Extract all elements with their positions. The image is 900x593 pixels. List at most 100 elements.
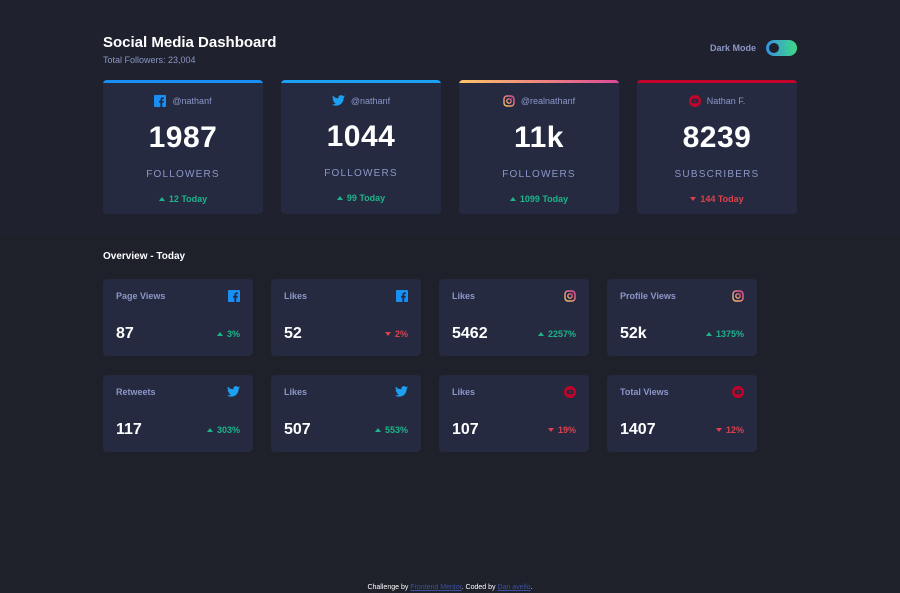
facebook-icon <box>228 290 240 302</box>
arrow-down-icon <box>547 428 554 432</box>
card-accent-stripe <box>637 80 797 83</box>
arrow-down-icon <box>690 197 697 201</box>
follower-card-instagram[interactable]: @realnathanf 11k FOLLOWERS 1099 Today <box>459 80 619 214</box>
footer-prefix: Challenge by <box>367 584 409 591</box>
metric-value: 107 <box>452 421 479 438</box>
handle-row: @realnathanf <box>459 95 619 107</box>
account-handle: @nathanf <box>350 95 391 106</box>
dark-mode-control: Dark Mode <box>710 40 797 56</box>
metric-change-text: 1375% <box>715 329 744 339</box>
youtube-icon <box>732 386 744 398</box>
daily-change-text: 144 Today <box>700 194 744 204</box>
follower-count: 11k <box>514 121 564 154</box>
metric-value: 52k <box>620 325 647 342</box>
arrow-up-icon <box>158 197 165 201</box>
metric-change-text: 553% <box>384 425 408 435</box>
follower-count: 8239 <box>682 121 752 154</box>
metric-value: 117 <box>116 421 142 438</box>
overview-card[interactable]: Likes 5462 2257% <box>439 279 589 356</box>
arrow-up-icon <box>537 332 544 336</box>
overview-card[interactable]: Profile Views 52k 1375% <box>607 279 757 356</box>
instagram-icon <box>503 95 515 107</box>
dark-mode-label: Dark Mode <box>709 43 756 53</box>
card-accent-stripe <box>281 80 441 83</box>
metric-value: 5462 <box>452 325 488 342</box>
twitter-icon <box>227 386 240 397</box>
arrow-up-icon <box>216 332 223 336</box>
account-handle: Nathan F. <box>706 96 746 106</box>
overview-card[interactable]: Likes 52 2% <box>271 279 421 356</box>
metric-label: Profile Views <box>620 291 676 301</box>
metric-label: Likes <box>452 291 476 301</box>
overview-title: Overview - Today <box>103 251 186 262</box>
card-accent-stripe <box>459 80 619 83</box>
handle-row: @nathanf <box>281 95 441 106</box>
overview-card[interactable]: Total Views 1407 12% <box>607 375 757 452</box>
twitter-icon <box>331 95 345 106</box>
account-handle: @nathanf <box>172 96 212 106</box>
arrow-up-icon <box>374 428 381 432</box>
arrow-up-icon <box>336 196 343 200</box>
arrow-up-icon <box>705 332 712 336</box>
daily-change: 99 Today <box>281 193 441 203</box>
follower-unit: FOLLOWERS <box>502 169 576 180</box>
overview-card[interactable]: Likes 507 553% <box>271 375 421 452</box>
follower-unit: FOLLOWERS <box>146 169 220 180</box>
facebook-icon <box>396 290 408 302</box>
metric-value: 507 <box>284 421 311 438</box>
account-handle: @realnathanf <box>520 96 576 106</box>
author-link[interactable]: Dan avello <box>497 584 531 591</box>
metric-value: 52 <box>284 325 302 342</box>
twitter-icon <box>395 386 408 397</box>
overview-grid: Page Views 87 3% Likes 52 2% Likes <box>103 279 757 452</box>
metric-change: 303% <box>206 425 240 435</box>
metric-change: 3% <box>216 329 240 339</box>
metric-change: 1375% <box>705 329 744 339</box>
handle-row: @nathanf <box>103 95 263 107</box>
follower-unit: SUBSCRIBERS <box>674 169 760 180</box>
frontend-mentor-link[interactable]: Frontend Mentor <box>410 584 462 591</box>
daily-change: 1099 Today <box>459 194 619 204</box>
dark-mode-toggle[interactable] <box>766 40 797 56</box>
overview-card[interactable]: Retweets 117 303% <box>103 375 253 452</box>
dashboard-header: Social Media Dashboard Total Followers: … <box>103 34 276 65</box>
metric-change: 12% <box>715 425 744 435</box>
metric-label: Page Views <box>116 291 166 301</box>
metric-change-text: 303% <box>216 425 240 435</box>
overview-card[interactable]: Page Views 87 3% <box>103 279 253 356</box>
follower-count: 1987 <box>148 121 218 154</box>
arrow-down-icon <box>715 428 722 432</box>
metric-change: 19% <box>547 425 576 435</box>
metric-change: 553% <box>374 425 408 435</box>
follower-card-facebook[interactable]: @nathanf 1987 FOLLOWERS 12 Today <box>103 80 263 214</box>
page-title: Social Media Dashboard <box>103 34 277 51</box>
daily-change: 144 Today <box>637 194 797 204</box>
instagram-icon <box>732 290 744 302</box>
metric-label: Total Views <box>620 387 669 397</box>
youtube-icon <box>564 386 576 398</box>
metric-change-text: 2% <box>394 329 408 339</box>
footer-middle: . Coded by <box>461 584 496 591</box>
metric-label: Likes <box>452 387 476 397</box>
metric-change-text: 19% <box>557 425 576 435</box>
arrow-up-icon <box>509 197 516 201</box>
metric-value: 87 <box>116 325 134 342</box>
metric-change-text: 2257% <box>547 329 576 339</box>
handle-row: Nathan F. <box>637 95 797 107</box>
follower-cards: @nathanf 1987 FOLLOWERS 12 Today @nathan… <box>103 80 797 214</box>
toggle-knob <box>769 43 779 53</box>
youtube-icon <box>688 95 701 107</box>
metric-label: Likes <box>284 387 308 397</box>
overview-card[interactable]: Likes 107 19% <box>439 375 589 452</box>
daily-change-text: 99 Today <box>346 193 386 203</box>
metric-value: 1407 <box>620 421 656 438</box>
arrow-up-icon <box>206 428 213 432</box>
total-followers: Total Followers: 23,004 <box>103 55 196 65</box>
follower-card-youtube[interactable]: Nathan F. 8239 SUBSCRIBERS 144 Today <box>637 80 797 214</box>
follower-card-twitter[interactable]: @nathanf 1044 FOLLOWERS 99 Today <box>281 80 441 214</box>
follower-unit: FOLLOWERS <box>324 168 398 179</box>
metric-change-text: 3% <box>226 329 240 339</box>
metric-label: Retweets <box>116 387 156 397</box>
daily-change: 12 Today <box>103 194 263 204</box>
